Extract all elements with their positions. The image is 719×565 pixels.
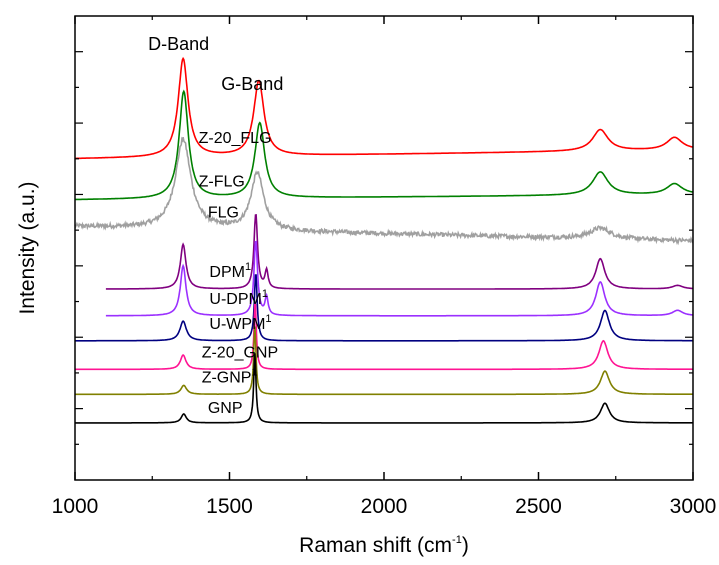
x-axis-title-close: ) bbox=[462, 534, 469, 557]
series-label-u-wpm: U-WPM1 bbox=[209, 313, 271, 333]
series-label-z-20-flg: Z-20_FLG bbox=[199, 130, 272, 147]
series-line-z-flg bbox=[74, 89, 694, 201]
d-band-annotation: D-Band bbox=[148, 34, 209, 54]
series-label-gnp: GNP bbox=[208, 400, 243, 417]
series-line-dpm bbox=[105, 213, 693, 290]
x-tick-label-1000: 1000 bbox=[52, 495, 99, 518]
series-label-dpm: DPM1 bbox=[209, 261, 251, 281]
series-label-u-dpm: U-DPM1 bbox=[209, 288, 268, 308]
series-label-superscript: 1 bbox=[245, 261, 251, 273]
x-axis-title-text: Raman shift (cm bbox=[299, 534, 452, 557]
series-label-z-flg: Z-FLG bbox=[199, 174, 245, 191]
axes-layer: 1000 1500 2000 2500 3000 bbox=[52, 16, 717, 518]
series-label-superscript: 1 bbox=[262, 288, 268, 300]
series-layer bbox=[74, 56, 694, 424]
x-tick-label-1500: 1500 bbox=[206, 495, 253, 518]
series-line-z-20-flg bbox=[75, 56, 694, 160]
x-axis-title: Raman shift (cm-1) bbox=[299, 534, 469, 557]
series-label-flg: FLG bbox=[208, 205, 239, 222]
series-label-z-gnp: Z-GNP1 bbox=[202, 366, 258, 386]
series-line-z-20-gnp bbox=[75, 303, 693, 371]
series-line-u-wpm bbox=[75, 274, 693, 342]
series-line-gnp bbox=[75, 353, 693, 424]
series-line-u-dpm bbox=[105, 240, 694, 317]
series-line-flg bbox=[74, 136, 694, 246]
g-band-annotation: G-Band bbox=[221, 74, 283, 94]
y-axis-title: Intensity (a.u.) bbox=[16, 181, 39, 314]
series-label-superscript: 1 bbox=[251, 366, 257, 378]
series-label-z-20-gnp: Z-20_GNP bbox=[202, 344, 278, 361]
x-tick-label-3000: 3000 bbox=[670, 495, 717, 518]
x-tick-label-2000: 2000 bbox=[361, 495, 408, 518]
x-axis-unit-superscript: -1 bbox=[452, 534, 462, 546]
series-label-superscript: 1 bbox=[265, 313, 271, 325]
x-tick-label-2500: 2500 bbox=[515, 495, 562, 518]
series-labels: Z-20_FLG Z-FLG FLG DPM1 U-DPM1 U-WPM1 Z-20_GNP… bbox=[199, 130, 279, 417]
series-line-z-gnp bbox=[75, 326, 694, 396]
